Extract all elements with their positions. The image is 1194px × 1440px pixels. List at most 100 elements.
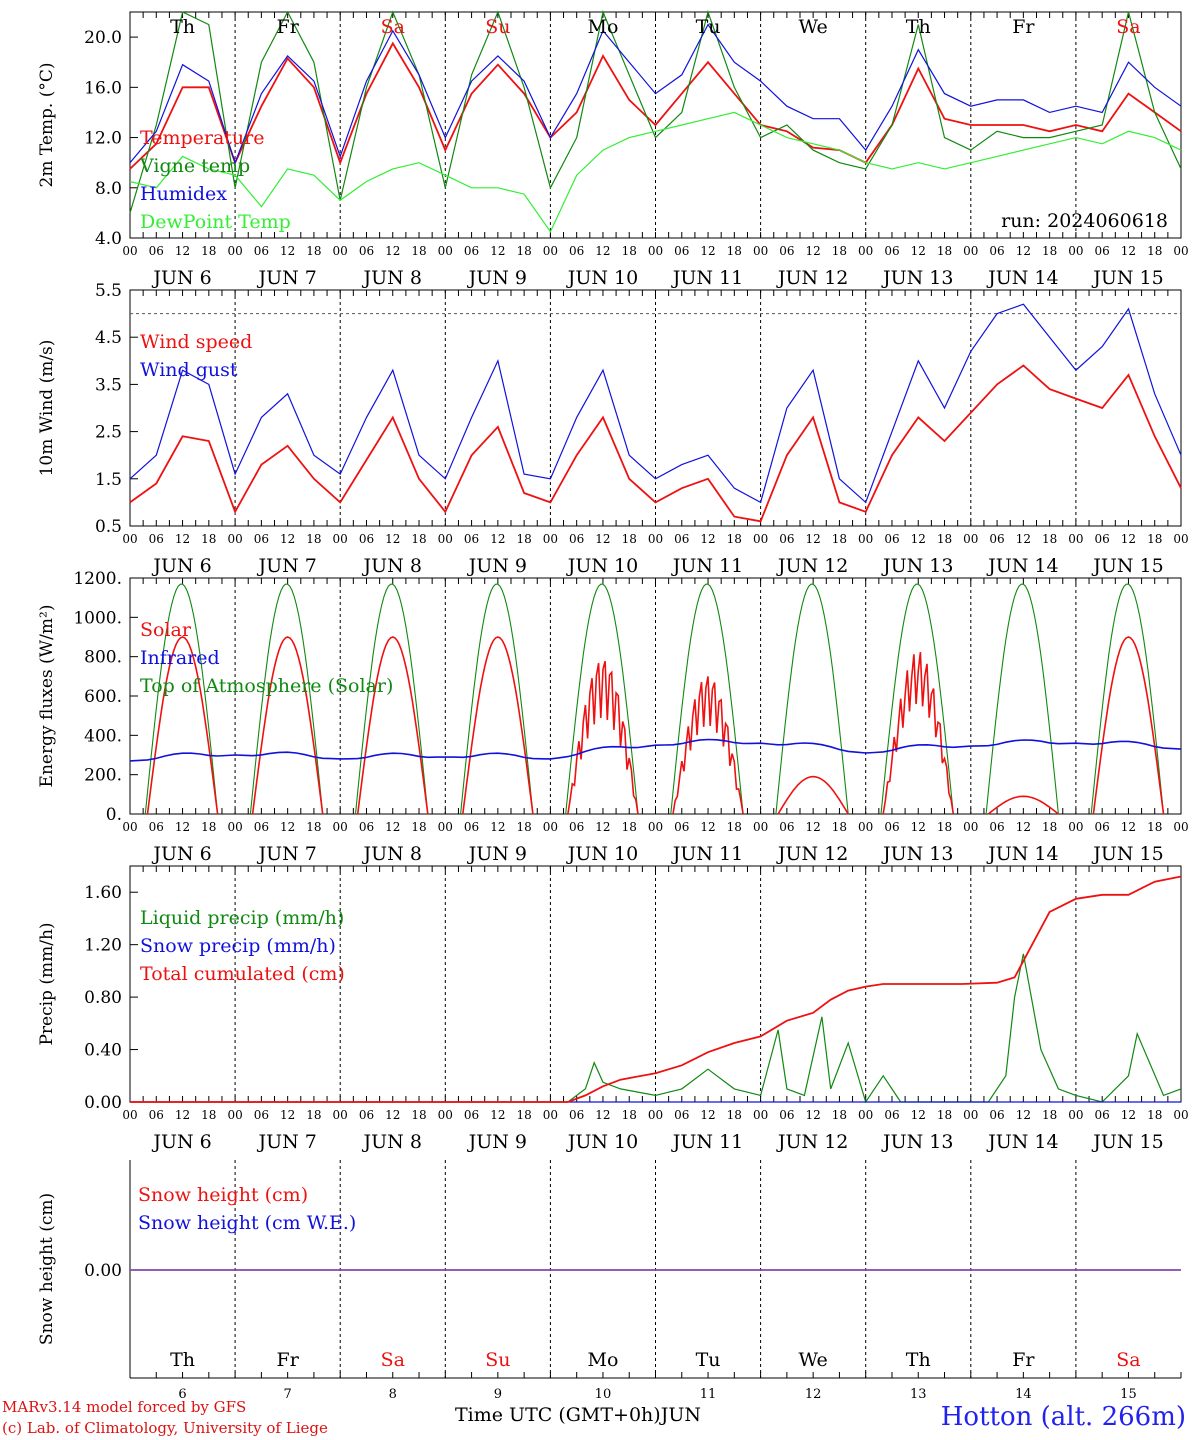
date-label: JUN 14 xyxy=(986,843,1058,865)
hour-tick-label: 00 xyxy=(963,1108,978,1122)
y-tick-label: 0. xyxy=(106,805,122,825)
hour-tick-label: 18 xyxy=(1042,1108,1057,1122)
hour-tick-label: 06 xyxy=(569,244,584,258)
hour-tick-label: 00 xyxy=(648,1108,663,1122)
y-tick-label: 0.5 xyxy=(95,517,122,537)
solar-line xyxy=(567,660,639,815)
hour-tick-label: 12 xyxy=(1016,532,1031,546)
hour-tick-label: 12 xyxy=(1016,820,1031,834)
day-number: 6 xyxy=(178,1387,186,1402)
legend-entry: Liquid precip (mm/h) xyxy=(140,907,344,929)
hour-tick-label: 06 xyxy=(254,532,269,546)
y-tick-label: 200. xyxy=(84,766,122,786)
day-name: Su xyxy=(485,1349,510,1371)
hour-tick-label: 12 xyxy=(280,532,295,546)
date-label: JUN 7 xyxy=(256,1131,316,1153)
hour-tick-label: 00 xyxy=(753,244,768,258)
y-tick-label: 0.00 xyxy=(84,1261,122,1281)
hour-tick-label: 00 xyxy=(1068,532,1083,546)
solar-line xyxy=(251,636,324,815)
hour-tick-label: 00 xyxy=(1173,244,1188,258)
date-label: JUN 6 xyxy=(151,555,211,577)
date-label: JUN 13 xyxy=(881,267,953,289)
date-label: JUN 15 xyxy=(1091,555,1163,577)
hour-tick-label: 00 xyxy=(1068,244,1083,258)
hour-tick-label: 12 xyxy=(175,532,190,546)
hour-tick-label: 12 xyxy=(175,820,190,834)
x-axis-title: Time UTC (GMT+0h)JUN xyxy=(455,1404,701,1426)
hour-tick-label: 18 xyxy=(411,1108,426,1122)
legend-entry: Humidex xyxy=(140,183,227,205)
hour-tick-label: 06 xyxy=(359,1108,374,1122)
toa-solar-line xyxy=(1090,583,1165,815)
precip-series-line xyxy=(130,875,1182,1103)
y-tick-label: 20.0 xyxy=(84,28,122,48)
hour-tick-label: 00 xyxy=(333,532,348,546)
date-label: JUN 9 xyxy=(467,555,527,577)
y-axis-label: Precip (mm/h) xyxy=(37,922,57,1045)
x-axis-title-text: Time UTC (GMT+0h) xyxy=(455,1404,661,1426)
hour-tick-label: 12 xyxy=(385,244,400,258)
hour-tick-label: 00 xyxy=(438,244,453,258)
hour-tick-label: 06 xyxy=(464,244,479,258)
date-label: JUN 12 xyxy=(776,555,848,577)
hour-tick-label: 06 xyxy=(989,1108,1004,1122)
hour-tick-label: 18 xyxy=(832,244,847,258)
hour-tick-label: 06 xyxy=(989,532,1004,546)
hour-tick-label: 18 xyxy=(516,1108,531,1122)
day-name: Sa xyxy=(381,1349,405,1371)
hour-tick-label: 00 xyxy=(648,244,663,258)
hour-tick-label: 06 xyxy=(149,244,164,258)
hour-tick-label: 06 xyxy=(674,820,689,834)
hour-tick-label: 18 xyxy=(622,820,637,834)
hour-tick-label: 06 xyxy=(1095,532,1110,546)
hour-tick-label: 12 xyxy=(911,532,926,546)
hour-tick-label: 18 xyxy=(1147,532,1162,546)
hour-tick-label: 12 xyxy=(280,820,295,834)
hour-tick-label: 00 xyxy=(858,820,873,834)
hour-tick-label: 00 xyxy=(648,532,663,546)
hour-tick-label: 06 xyxy=(884,244,899,258)
hour-tick-label: 18 xyxy=(832,532,847,546)
solar-line xyxy=(777,775,849,815)
y-tick-label: 4.5 xyxy=(95,328,122,348)
date-label: JUN 14 xyxy=(986,267,1058,289)
toa-solar-line xyxy=(354,583,429,815)
hour-tick-label: 06 xyxy=(989,820,1004,834)
hour-tick-label: 06 xyxy=(779,1108,794,1122)
infrared-line xyxy=(129,738,1182,762)
hour-tick-label: 18 xyxy=(516,820,531,834)
hour-tick-label: 00 xyxy=(543,1108,558,1122)
hour-tick-label: 00 xyxy=(648,820,663,834)
hour-tick-label: 00 xyxy=(1173,1108,1188,1122)
hour-tick-label: 12 xyxy=(385,820,400,834)
date-label: JUN 6 xyxy=(151,267,211,289)
hour-tick-label: 18 xyxy=(937,820,952,834)
hour-tick-label: 06 xyxy=(779,244,794,258)
day-name: We xyxy=(799,1349,828,1371)
hour-tick-label: 18 xyxy=(727,532,742,546)
date-label: JUN 13 xyxy=(881,1131,953,1153)
hour-tick-label: 06 xyxy=(674,1108,689,1122)
hour-tick-label: 06 xyxy=(254,1108,269,1122)
hour-tick-label: 12 xyxy=(806,244,821,258)
hour-tick-label: 18 xyxy=(832,820,847,834)
legend-entry: Snow height (cm W.E.) xyxy=(138,1212,356,1234)
y-tick-label: 1.5 xyxy=(95,470,122,490)
hour-tick-label: 00 xyxy=(227,244,242,258)
legend-entry: Snow height (cm) xyxy=(138,1184,308,1206)
day-number: 12 xyxy=(805,1387,822,1402)
hour-tick-label: 00 xyxy=(333,244,348,258)
hour-tick-label: 06 xyxy=(359,532,374,546)
toa-solar-line xyxy=(460,583,534,815)
hour-tick-label: 00 xyxy=(1173,820,1188,834)
hour-tick-label: 12 xyxy=(911,1108,926,1122)
hour-tick-label: 12 xyxy=(806,532,821,546)
precip-series-line xyxy=(130,953,1182,1104)
hour-tick-label: 06 xyxy=(1095,244,1110,258)
hour-tick-label: 12 xyxy=(280,1108,295,1122)
date-label: JUN 13 xyxy=(881,555,953,577)
y-tick-label: 0.40 xyxy=(84,1041,122,1061)
solar-line xyxy=(672,676,744,815)
date-label: JUN 12 xyxy=(776,267,848,289)
